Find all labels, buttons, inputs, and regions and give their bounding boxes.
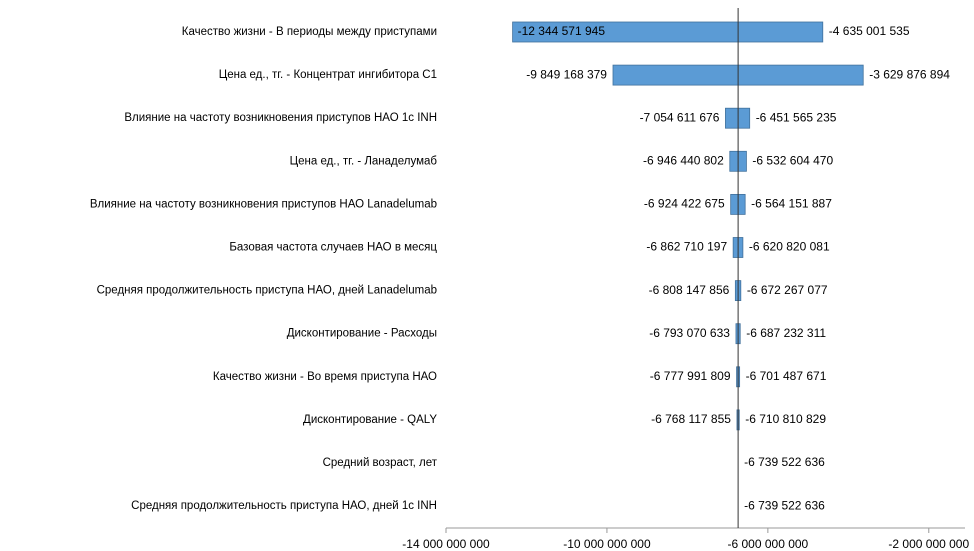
x-tick-label: -14 000 000 000 [402,537,490,551]
category-label: Цена ед., тг. - Ланаделумаб [290,155,438,167]
low-label: -6 768 117 855 [651,412,731,426]
category-label: Дисконтирование - Расходы [287,328,437,340]
category-label: Цена ед., тг. - Концентрат ингибитора С1 [219,69,437,81]
category-label: Базовая частота случаев НАО в месяц [229,242,437,254]
x-tick-label: -6 000 000 000 [727,537,808,551]
low-label: -6 862 710 197 [646,240,727,254]
category-label: Средняя продолжительность приступа НАО, … [97,285,437,297]
high-label: -6 564 151 887 [751,197,832,211]
high-label: -6 620 820 081 [749,240,830,254]
category-label: Средняя продолжительность приступа НАО, … [131,500,437,512]
category-label: Влияние на частоту возникновения приступ… [124,112,437,124]
bar [725,107,751,129]
high-label: -6 739 522 636 [744,498,825,512]
low-label: -6 777 991 809 [650,369,731,383]
x-tick-label: -2 000 000 000 [888,537,969,551]
high-label: -6 672 267 077 [747,283,828,297]
low-label: -6 924 422 675 [644,197,725,211]
high-label: -6 687 232 311 [746,326,826,340]
high-label: -6 532 604 470 [752,153,833,167]
high-label: -6 701 487 671 [746,369,827,383]
high-label: -6 710 810 829 [745,412,826,426]
low-label: -12 344 571 945 [518,24,606,38]
high-label: -4 635 001 535 [829,24,910,38]
category-label: Дисконтирование - QALY [303,414,437,426]
high-label: -3 629 876 894 [869,67,950,81]
bar [512,21,824,43]
category-label: Качество жизни - В периоды между приступ… [182,26,437,38]
category-label: Качество жизни - Во время приступа НАО [213,371,437,383]
low-label: -7 054 611 676 [640,110,720,124]
low-label: -6 793 070 633 [649,326,730,340]
high-label: -6 739 522 636 [744,455,825,469]
low-label: -9 849 168 379 [526,67,607,81]
x-tick-label: -10 000 000 000 [563,537,651,551]
category-label: Влияние на частоту возникновения приступ… [90,198,437,210]
category-label: Средний возраст, лет [323,457,438,469]
low-label: -6 808 147 856 [649,283,730,297]
low-label: -6 946 440 802 [643,153,724,167]
high-label: -6 451 565 235 [756,110,837,124]
